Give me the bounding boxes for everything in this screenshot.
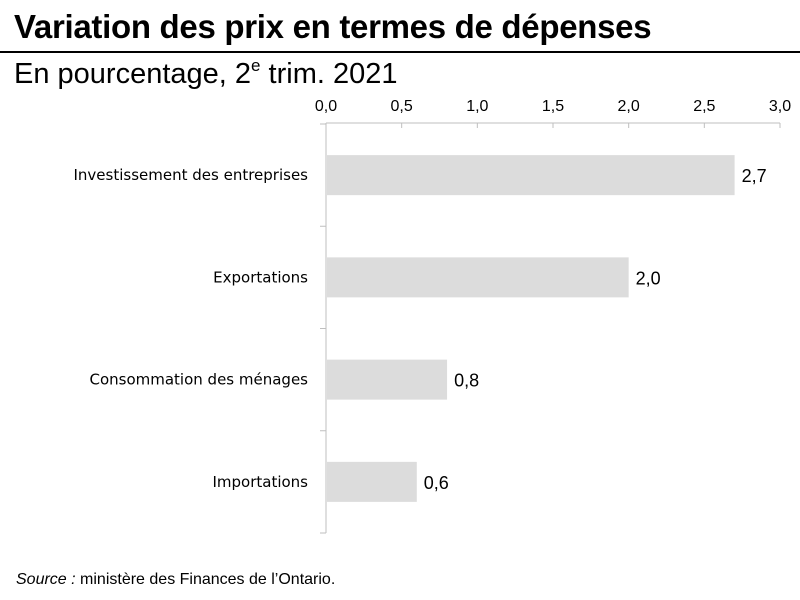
x-tick-label: 0,5 xyxy=(391,98,413,115)
chart-subtitle: En pourcentage, 2e trim. 2021 xyxy=(14,56,398,91)
x-tick-label: 2,5 xyxy=(693,98,715,115)
category-label: Consommation des ménages xyxy=(89,371,308,389)
bar xyxy=(327,155,735,196)
data-label: 2,7 xyxy=(742,166,767,186)
source-text: ministère des Finances de l’Ontario. xyxy=(75,571,336,588)
chart-title: Variation des prix en termes de dépenses xyxy=(14,8,652,45)
x-tick-label: 1,0 xyxy=(466,98,488,115)
subtitle-suffix: trim. 2021 xyxy=(260,58,398,90)
category-label: Exportations xyxy=(213,268,308,286)
bar xyxy=(327,359,448,400)
data-label: 2,0 xyxy=(636,268,661,288)
category-label: Investissement des entreprises xyxy=(74,166,309,184)
data-label: 0,6 xyxy=(424,473,449,493)
source-label: Source : xyxy=(16,571,76,588)
x-tick-label: 2,0 xyxy=(618,98,640,115)
bar xyxy=(327,257,629,298)
subtitle-prefix: En pourcentage, 2 xyxy=(14,58,252,90)
category-label: Importations xyxy=(212,473,308,491)
title-divider xyxy=(0,51,800,53)
bar xyxy=(327,461,417,502)
x-tick-label: 1,5 xyxy=(542,98,564,115)
subtitle-superscript: e xyxy=(251,56,261,75)
x-tick-label: 0,0 xyxy=(315,98,337,115)
x-tick-label: 3,0 xyxy=(769,98,791,115)
source-note: Source : ministère des Finances de l’Ont… xyxy=(16,571,335,589)
data-label: 0,8 xyxy=(454,371,479,391)
